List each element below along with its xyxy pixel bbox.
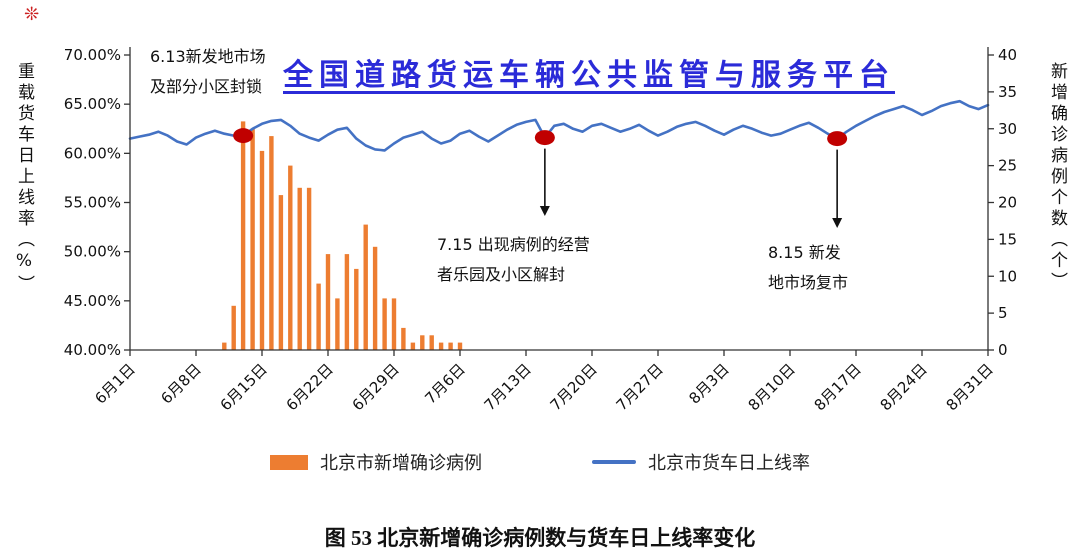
annotation-line: 地市场复市 — [768, 272, 849, 292]
case-bar — [382, 298, 387, 350]
annotation-market-reopen-8-15: 8.15 新发 地市场复市 — [768, 238, 848, 297]
legend-item-rate: 北京市货车日上线率 — [592, 449, 810, 475]
case-bar — [410, 342, 416, 350]
annotation-arrowhead-icon — [539, 206, 550, 216]
annotation-line: 及部分小区封锁 — [150, 76, 263, 96]
platform-watermark: 全国道路货运车辆公共监管与服务平台 — [283, 58, 895, 93]
case-bar — [240, 121, 246, 351]
case-bar — [288, 165, 293, 350]
line-swatch-icon — [592, 460, 636, 464]
x-axis-tick-label: 6月15日 — [217, 360, 271, 414]
case-bar — [372, 246, 378, 351]
legend: 北京市新增确诊病例 北京市货车日上线率 — [0, 449, 1080, 475]
right-axis-tick-label: 35 — [998, 83, 1017, 101]
right-axis-tick-label: 40 — [998, 46, 1017, 64]
left-axis-tick-label: 50.00% — [64, 243, 121, 261]
figure-caption: 图 53 北京新增确诊病例数与货车日上线率变化 — [324, 526, 756, 550]
case-bar — [278, 195, 284, 350]
case-bar — [363, 224, 368, 350]
left-axis-tick-label: 40.00% — [64, 341, 121, 359]
case-bar — [231, 305, 236, 351]
case-bar — [401, 327, 406, 350]
right-axis-title: 新增确诊病例个数（个） — [1047, 62, 1067, 293]
left-axis-title: 重载货车日上线率（%） — [14, 62, 34, 296]
x-axis-tick-label: 8月24日 — [877, 360, 931, 414]
x-axis-tick-label: 7月20日 — [547, 360, 601, 414]
x-axis-tick-label: 7月27日 — [613, 360, 667, 414]
right-axis-tick-label: 0 — [998, 341, 1008, 359]
combo-chart: 70.00% 65.00% 60.00% 55.00% 50.00% 45.00% 40.0… — [64, 46, 1017, 414]
left-axis-tick-label: 70.00% — [64, 46, 121, 64]
annotation-line: 7.15 出现病例的经营 — [437, 235, 590, 254]
case-bar — [222, 342, 227, 350]
right-axis-tick-label: 25 — [998, 157, 1017, 175]
case-bar — [250, 128, 255, 351]
right-axis-tick-label: 20 — [998, 194, 1017, 212]
right-axis-tick-label: 30 — [998, 120, 1017, 138]
case-bar — [325, 254, 331, 350]
left-axis-tick-label: 55.00% — [64, 194, 121, 212]
x-axis-tick-label: 7月13日 — [481, 360, 535, 414]
case-bar — [354, 268, 359, 350]
x-axis-tick-label: 6月22日 — [283, 360, 337, 414]
event-marker-dot-icon — [233, 128, 254, 144]
legend-rate-label: 北京市货车日上线率 — [648, 453, 810, 474]
case-bar — [269, 136, 274, 350]
case-bar — [335, 298, 340, 350]
right-axis-tick-label: 5 — [998, 304, 1008, 322]
legend-cases-label: 北京市新增确诊病例 — [320, 453, 482, 474]
x-axis-tick-label: 8月3日 — [685, 360, 732, 407]
left-axis-tick-label: 65.00% — [64, 95, 121, 113]
legend-item-cases: 北京市新增确诊病例 — [270, 449, 482, 475]
case-bar — [316, 283, 321, 350]
case-bar — [297, 187, 302, 351]
case-bar — [448, 342, 453, 350]
event-marker-dot-icon — [827, 131, 848, 147]
case-bar — [306, 187, 312, 351]
left-axis-tick-label: 60.00% — [64, 144, 121, 162]
annotation-line: 者乐园及小区解封 — [437, 264, 566, 284]
x-axis-tick-label: 8月10日 — [745, 360, 799, 414]
left-axis-tick-label: 45.00% — [64, 292, 121, 310]
annotation-unseal-7-15: 7.15 出现病例的经营 者乐园及小区解封 — [437, 230, 590, 289]
case-bar — [438, 342, 444, 350]
case-bar — [391, 298, 397, 350]
x-axis-tick-label: 6月29日 — [349, 360, 403, 414]
case-bar — [457, 342, 463, 350]
annotation-line: 8.15 新发 — [768, 243, 841, 262]
case-bar — [259, 150, 265, 350]
annotation-arrowhead-icon — [832, 218, 843, 228]
annotation-lockdown-6-13: 6.13新发地市场 及部分小区封锁 — [150, 42, 266, 101]
x-axis-tick-label: 7月6日 — [421, 360, 468, 407]
case-bar — [420, 335, 425, 351]
logo-fragment-red: ❊ — [24, 4, 40, 25]
x-axis-tick-label: 6月1日 — [91, 360, 138, 407]
event-marker-dot-icon — [534, 130, 555, 146]
bar-swatch-icon — [270, 454, 308, 470]
x-axis-tick-label: 8月31日 — [943, 360, 997, 414]
annotation-line: 6.13新发地市场 — [150, 47, 266, 66]
right-axis-tick-label: 10 — [998, 267, 1017, 285]
case-bar — [429, 335, 434, 351]
x-axis-tick-label: 6月8日 — [157, 360, 204, 407]
case-bar — [344, 254, 350, 350]
online-rate-line — [128, 99, 990, 152]
x-axis-tick-label: 8月17日 — [811, 360, 865, 414]
right-axis-tick-label: 15 — [998, 230, 1017, 248]
